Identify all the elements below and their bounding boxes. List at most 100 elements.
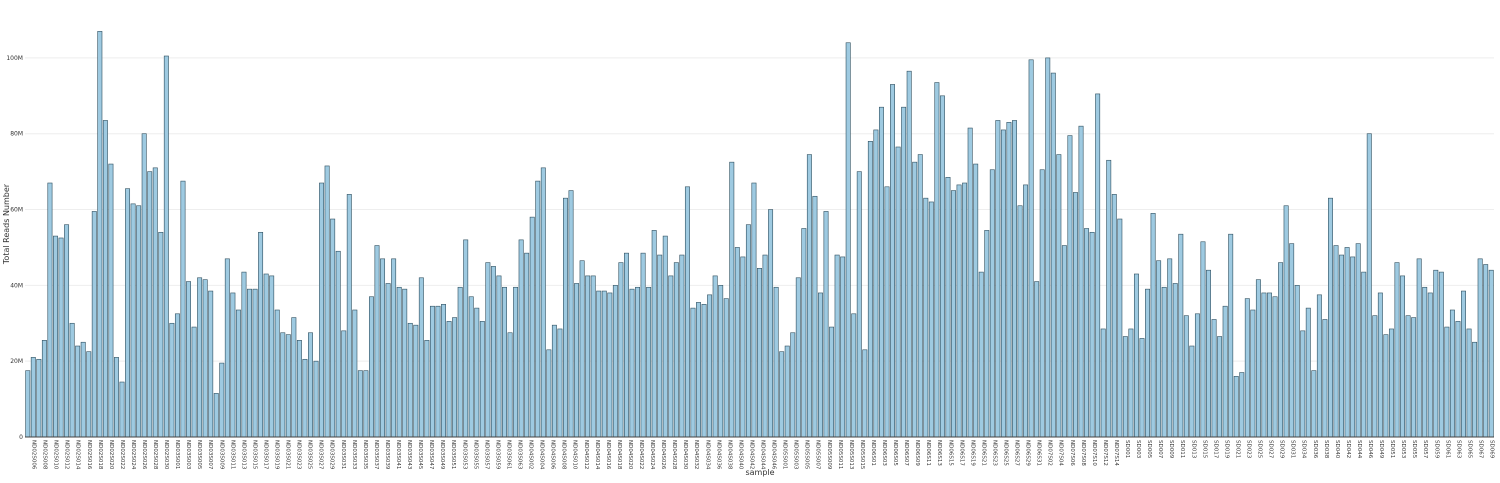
x-tick-label: SD023 [1245,440,1251,459]
x-tick-label: ND04S004 [539,440,545,470]
bar [1194,313,1200,438]
bar [1255,279,1261,438]
bar [1383,334,1389,438]
x-tick-label: ND03S031 [340,440,346,469]
bar [757,267,762,438]
bar [1128,328,1134,438]
bar [485,262,491,438]
bar [1488,269,1494,438]
bar [446,321,452,438]
bar [219,362,225,438]
y-tick-label: 40M [10,282,23,289]
bar [696,302,701,438]
bar [130,203,136,438]
bar [1084,228,1090,438]
bar [490,266,496,438]
x-tick-label: ND03S049 [439,440,445,470]
bar [1161,286,1167,438]
bar [224,258,230,438]
x-tick-label: SD001 [1124,440,1130,458]
bar [962,182,968,438]
bar [53,235,58,438]
x-tick-label: ND05S007 [815,440,821,470]
x-tick-label: SD005 [1146,440,1152,459]
bar [895,146,901,438]
x-tick-label: ND03S015 [251,440,257,470]
bar [1267,292,1272,438]
bar [701,304,707,438]
bar [995,120,1001,438]
x-tick-label: SD046 [1367,440,1373,459]
bar [1366,133,1372,438]
bar [607,292,613,438]
x-tick-label: SD059 [1433,440,1439,459]
bar [1089,231,1095,438]
x-tick-label: ND06S27 [1014,440,1020,466]
x-tick-label: SD019 [1223,440,1229,459]
bar [1039,169,1045,438]
bar [114,357,119,438]
bar [629,288,635,438]
bar [1239,372,1245,438]
x-tick-label: ND06S15 [947,440,953,466]
bar [407,322,413,438]
bar [1278,262,1284,438]
bar [1388,328,1394,438]
bar [1427,292,1433,438]
bar [308,332,313,438]
x-tick-label: SD021 [1234,440,1240,458]
bar [496,275,502,438]
bar [707,294,713,438]
x-tick-label: ND02S022 [119,440,125,469]
bar [1211,319,1217,438]
bar [1006,122,1012,438]
x-tick-label: SD003 [1135,440,1141,459]
bar [1012,120,1017,438]
x-tick-label: ND04S038 [726,440,732,470]
x-tick-label: ND06S07 [903,440,909,466]
bar [917,154,923,438]
bar [673,262,679,438]
x-tick-label: SD013 [1190,440,1196,459]
bar [1133,273,1139,438]
x-tick-label: ND02S008 [42,440,48,470]
x-tick-label: ND03S035 [362,440,368,470]
x-tick-label: ND06S01 [870,440,876,466]
x-tick-label: ND02S010 [53,440,59,470]
bar [1305,307,1311,438]
bar [457,286,463,438]
x-tick-label: ND03S053 [461,440,467,470]
bar [441,304,446,438]
bar [540,167,546,438]
bar [1466,328,1472,438]
x-tick-label: ND04S024 [649,440,655,470]
bar [740,256,746,438]
bar [851,313,857,438]
x-tick-label: ND06S21 [980,440,986,466]
bar [601,290,607,438]
bar [579,260,585,438]
bar [951,190,956,438]
bar [1117,218,1123,438]
bar [180,180,186,438]
x-tick-label: SD036 [1312,440,1318,459]
x-tick-label: ND06S11 [925,440,931,466]
bar [1034,281,1040,438]
x-tick-label: ND03S033 [351,440,357,470]
bar [1300,330,1306,438]
x-tick-label: ND03S041 [395,440,401,469]
bar [346,194,352,438]
bar [1100,328,1106,438]
bar [745,224,751,438]
bar [945,177,951,438]
bar [1028,59,1034,438]
bar [374,245,380,438]
x-tick-label: SD029 [1279,440,1285,459]
bar [1477,258,1483,438]
x-tick-label: ND02S014 [75,440,81,470]
x-tick-label: ND03S039 [384,440,390,470]
bar [136,205,142,438]
x-tick-label: ND02S018 [97,440,103,470]
bar [768,209,774,438]
bar [563,197,568,438]
